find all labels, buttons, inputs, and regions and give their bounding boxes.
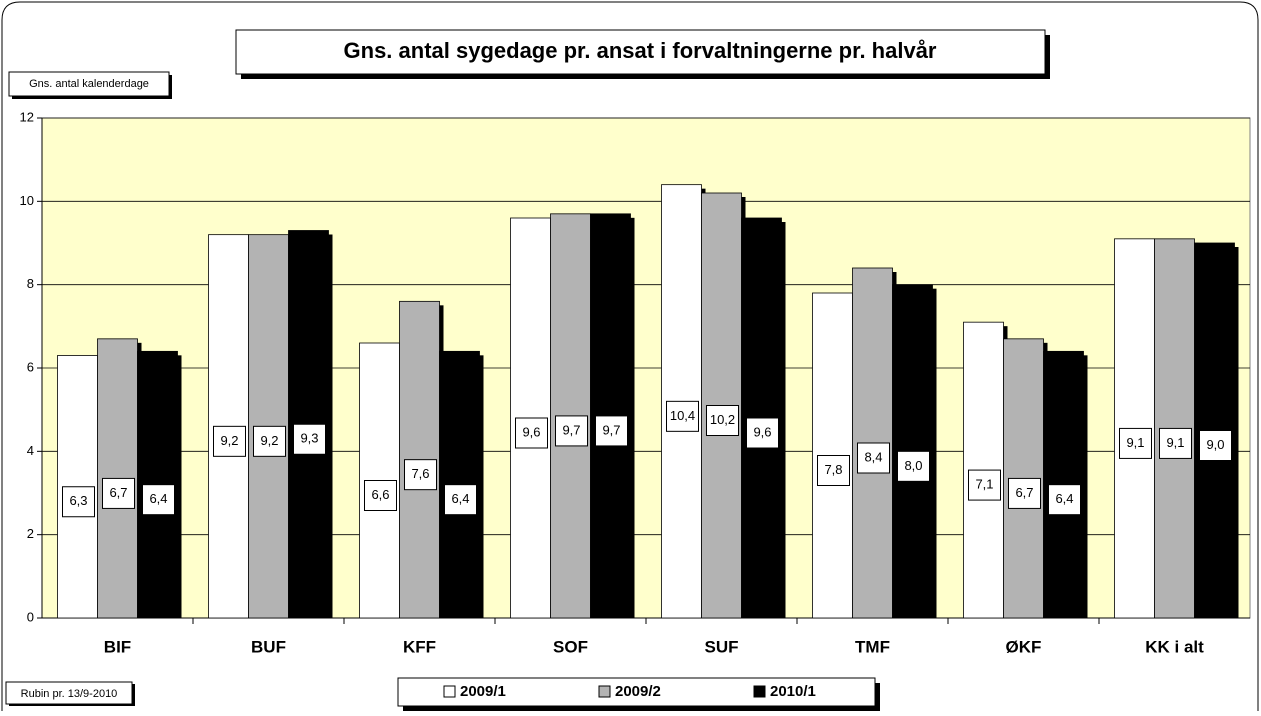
value-label: 7,1 (975, 477, 993, 492)
value-label-box (666, 400, 699, 432)
y-tick-label: 0 (27, 609, 34, 624)
value-label: 9,7 (602, 422, 620, 437)
value-label-box (444, 484, 477, 516)
value-label: 10,2 (710, 412, 735, 427)
legend-swatch (753, 685, 766, 698)
value-label: 9,2 (220, 433, 238, 448)
y-tick-label: 10 (20, 193, 34, 208)
value-label-box (706, 405, 739, 436)
value-label: 6,7 (109, 485, 127, 500)
value-label: 9,1 (1126, 435, 1144, 450)
value-label-box (1048, 484, 1081, 516)
x-tick-label: BIF (104, 637, 131, 656)
value-label: 7,6 (411, 466, 429, 481)
value-label: 10,4 (670, 408, 695, 423)
y-tick-label: 2 (27, 526, 34, 541)
footnote: Rubin pr. 13/9-2010 (21, 688, 118, 700)
value-label-box (404, 459, 437, 491)
value-label-box (1119, 427, 1152, 459)
value-label-box (817, 455, 850, 486)
value-label-box (897, 450, 930, 482)
legend-swatch (598, 685, 611, 698)
value-label: 9,2 (260, 433, 278, 448)
value-label: 9,6 (522, 424, 540, 439)
value-label: 6,4 (149, 491, 167, 506)
value-label-box (364, 480, 397, 511)
value-label-box (1199, 430, 1232, 461)
value-label: 9,0 (1206, 437, 1224, 452)
footnote-box (5, 681, 133, 705)
y-tick-label: 8 (27, 276, 34, 291)
value-label-box (968, 469, 1001, 501)
chart-title: Gns. antal sygedage pr. ansat i forvaltn… (344, 38, 937, 63)
legend-label: 2009/2 (615, 683, 661, 700)
value-label: 9,7 (562, 422, 580, 437)
x-tick-label: KFF (403, 637, 436, 656)
x-tick-label: KK i alt (1145, 637, 1204, 656)
value-label-box (1159, 427, 1192, 459)
legend-label: 2010/1 (770, 683, 816, 700)
value-label-box (555, 415, 588, 447)
x-tick-label: ØKF (1006, 637, 1042, 656)
y-label-box (8, 71, 170, 97)
x-tick-label: SOF (553, 637, 588, 656)
y-tick-label: 12 (20, 109, 34, 124)
value-label: 6,4 (451, 491, 469, 506)
value-label-box (253, 425, 286, 457)
legend-box (397, 677, 876, 707)
value-label: 9,6 (753, 424, 771, 439)
y-tick-label: 6 (27, 359, 34, 374)
value-label-box (213, 425, 246, 457)
value-label: 6,7 (1015, 485, 1033, 500)
legend-swatch (443, 685, 456, 698)
value-label: 8,0 (904, 458, 922, 473)
y-axis-label: Gns. antal kalenderdage (29, 78, 149, 90)
x-tick-label: TMF (855, 637, 890, 656)
value-label-box (102, 477, 135, 509)
value-label: 9,1 (1166, 435, 1184, 450)
legend-label: 2009/1 (460, 683, 506, 700)
value-label: 6,3 (69, 493, 87, 508)
value-label-box (293, 423, 326, 455)
value-label-box (595, 415, 628, 447)
value-label-box (1008, 477, 1041, 509)
value-label-box (857, 442, 890, 474)
value-label-box (142, 484, 175, 516)
value-label-box (62, 486, 95, 518)
value-label-box (515, 417, 548, 449)
x-tick-label: BUF (251, 637, 286, 656)
value-label: 9,3 (300, 431, 318, 446)
value-label: 7,8 (824, 462, 842, 477)
value-label: 8,4 (864, 449, 882, 464)
value-label: 6,4 (1055, 491, 1073, 506)
y-tick-label: 4 (27, 443, 34, 458)
value-label: 6,6 (371, 487, 389, 502)
title-box (235, 29, 1046, 75)
value-label-box (746, 417, 779, 449)
x-tick-label: SUF (705, 637, 739, 656)
